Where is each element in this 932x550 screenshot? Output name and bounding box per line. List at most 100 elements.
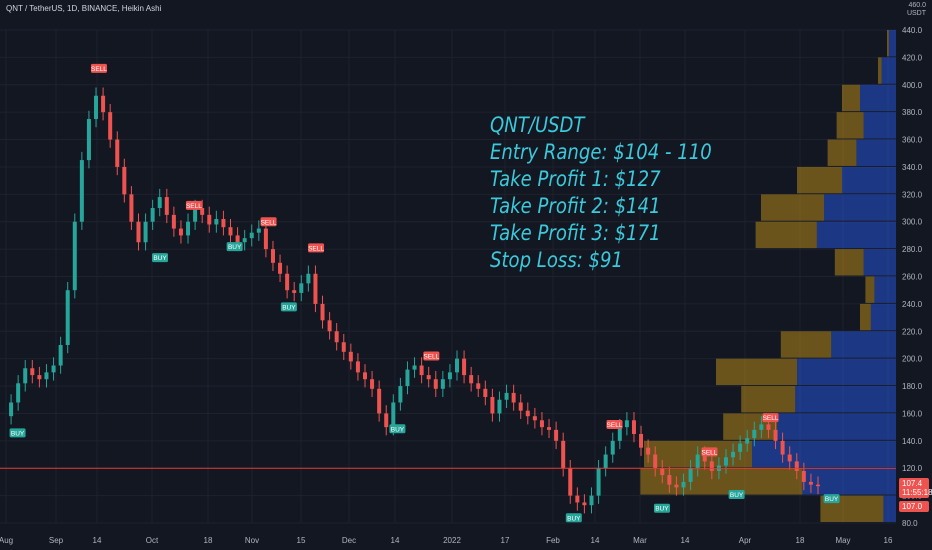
volume-bar-up <box>816 221 896 249</box>
candle-body <box>582 502 587 506</box>
candle-body <box>122 166 127 195</box>
x-tick-label: 15 <box>297 536 306 545</box>
volume-bar-up <box>831 331 896 358</box>
candle-body <box>256 228 261 233</box>
x-axis: Aug Sep 14 Oct 18 Nov 15 Dec 14 2022 17 Feb 14 Mar 14 A… <box>0 536 893 545</box>
candle-body <box>816 484 820 487</box>
candle-body <box>674 484 679 488</box>
volume-bar-down <box>640 468 803 495</box>
candle-body <box>433 379 438 389</box>
candle-body <box>490 397 495 414</box>
volume-bar-down <box>836 112 864 139</box>
candle-body <box>801 470 806 482</box>
candle-body <box>447 372 452 380</box>
y-axis: 80.0100.0120.0140.0160.0180.0200.0220.02… <box>902 26 923 528</box>
candle-body <box>794 461 799 471</box>
volume-bar-down <box>741 386 796 413</box>
candle-body <box>30 368 35 376</box>
candle-body <box>58 344 63 366</box>
volume-bar-up <box>883 495 896 522</box>
current-price-tag: 107.4 11:55:18 <box>899 478 932 498</box>
signal-label: SELL <box>702 449 718 456</box>
countdown: 11:55:18 <box>902 488 932 497</box>
y-tick-label: 280.0 <box>902 245 923 254</box>
volume-bar-up <box>888 30 896 57</box>
candle-body <box>334 331 339 343</box>
candle-body <box>575 495 580 503</box>
candle-body <box>370 379 375 389</box>
candle-body <box>313 273 318 304</box>
symbol-line: QNT / TetherUS, 1D, BINANCE, Heikin Ashi <box>6 4 162 13</box>
candle-body <box>646 447 651 455</box>
signal-label: SELL <box>261 219 277 226</box>
volume-bar-up <box>874 276 896 303</box>
sell-marker <box>701 447 718 457</box>
candle-body <box>610 440 615 455</box>
volume-bar-up <box>870 303 896 331</box>
candle-body <box>539 420 544 428</box>
volume-bar-down <box>780 331 832 358</box>
grid <box>0 29 896 524</box>
y-tick-label: 200.0 <box>902 355 923 364</box>
x-tick-label: 14 <box>591 536 600 545</box>
candle-body <box>639 433 644 448</box>
y-tick-label: 440.0 <box>902 26 923 35</box>
x-tick-label: Oct <box>146 536 159 545</box>
x-tick-label: 14 <box>681 536 690 545</box>
candle-body <box>624 420 629 428</box>
signal-label: SELL <box>423 354 439 361</box>
candle-body <box>405 369 410 387</box>
volume-bar-down <box>865 276 875 303</box>
y-tick-label: 260.0 <box>902 273 923 282</box>
candle-body <box>589 495 594 506</box>
candle-body <box>518 402 523 411</box>
candle-body <box>193 208 198 222</box>
y-tick-label: 180.0 <box>902 382 923 391</box>
volume-bar-up <box>856 139 896 166</box>
y-tick-label: 320.0 <box>902 190 923 199</box>
candle-body <box>455 358 460 373</box>
volume-bar-up <box>802 468 896 495</box>
candle-body <box>681 481 686 488</box>
candle-body <box>702 454 707 462</box>
candle-body <box>709 461 714 471</box>
stop-line-tag: 107.0 <box>899 501 929 512</box>
sell-marker <box>762 413 779 423</box>
candle-body <box>9 402 14 417</box>
volume-bar-down <box>834 249 864 276</box>
candle-body <box>745 438 750 444</box>
sell-marker <box>260 217 277 227</box>
candle-body <box>483 388 488 398</box>
signal-label: SELL <box>607 422 623 429</box>
candle-body <box>143 221 148 243</box>
candle-body <box>214 218 219 225</box>
candle-body <box>249 232 254 239</box>
candle-body <box>773 429 778 441</box>
candle-body <box>759 424 764 430</box>
candle-body <box>723 457 728 466</box>
candle-body <box>398 386 403 403</box>
buy-marker <box>565 513 582 523</box>
sell-marker <box>185 200 202 210</box>
candle-body <box>362 372 367 380</box>
candle-body <box>270 249 275 263</box>
sell-marker <box>606 419 623 429</box>
candle-body <box>221 218 226 228</box>
candle-body <box>653 454 658 469</box>
current-price: 107.4 <box>902 479 923 488</box>
candle-body <box>235 235 240 243</box>
candle-body <box>65 290 70 345</box>
volume-bar-down <box>860 303 871 331</box>
candle-body <box>568 468 573 496</box>
volume-bar-up <box>752 440 896 468</box>
candle-body <box>23 368 28 384</box>
candle-body <box>327 320 332 332</box>
candle-body <box>660 468 665 476</box>
volume-bar-down <box>887 30 889 57</box>
signals: BUY SELL BUY SELL BUY SELL SELL BUY BUY SELL BUY SE… <box>9 63 840 523</box>
candle-body <box>469 375 474 384</box>
y-tick-label: 240.0 <box>902 300 923 309</box>
volume-bar-down <box>842 84 860 112</box>
candle-body <box>150 208 155 222</box>
